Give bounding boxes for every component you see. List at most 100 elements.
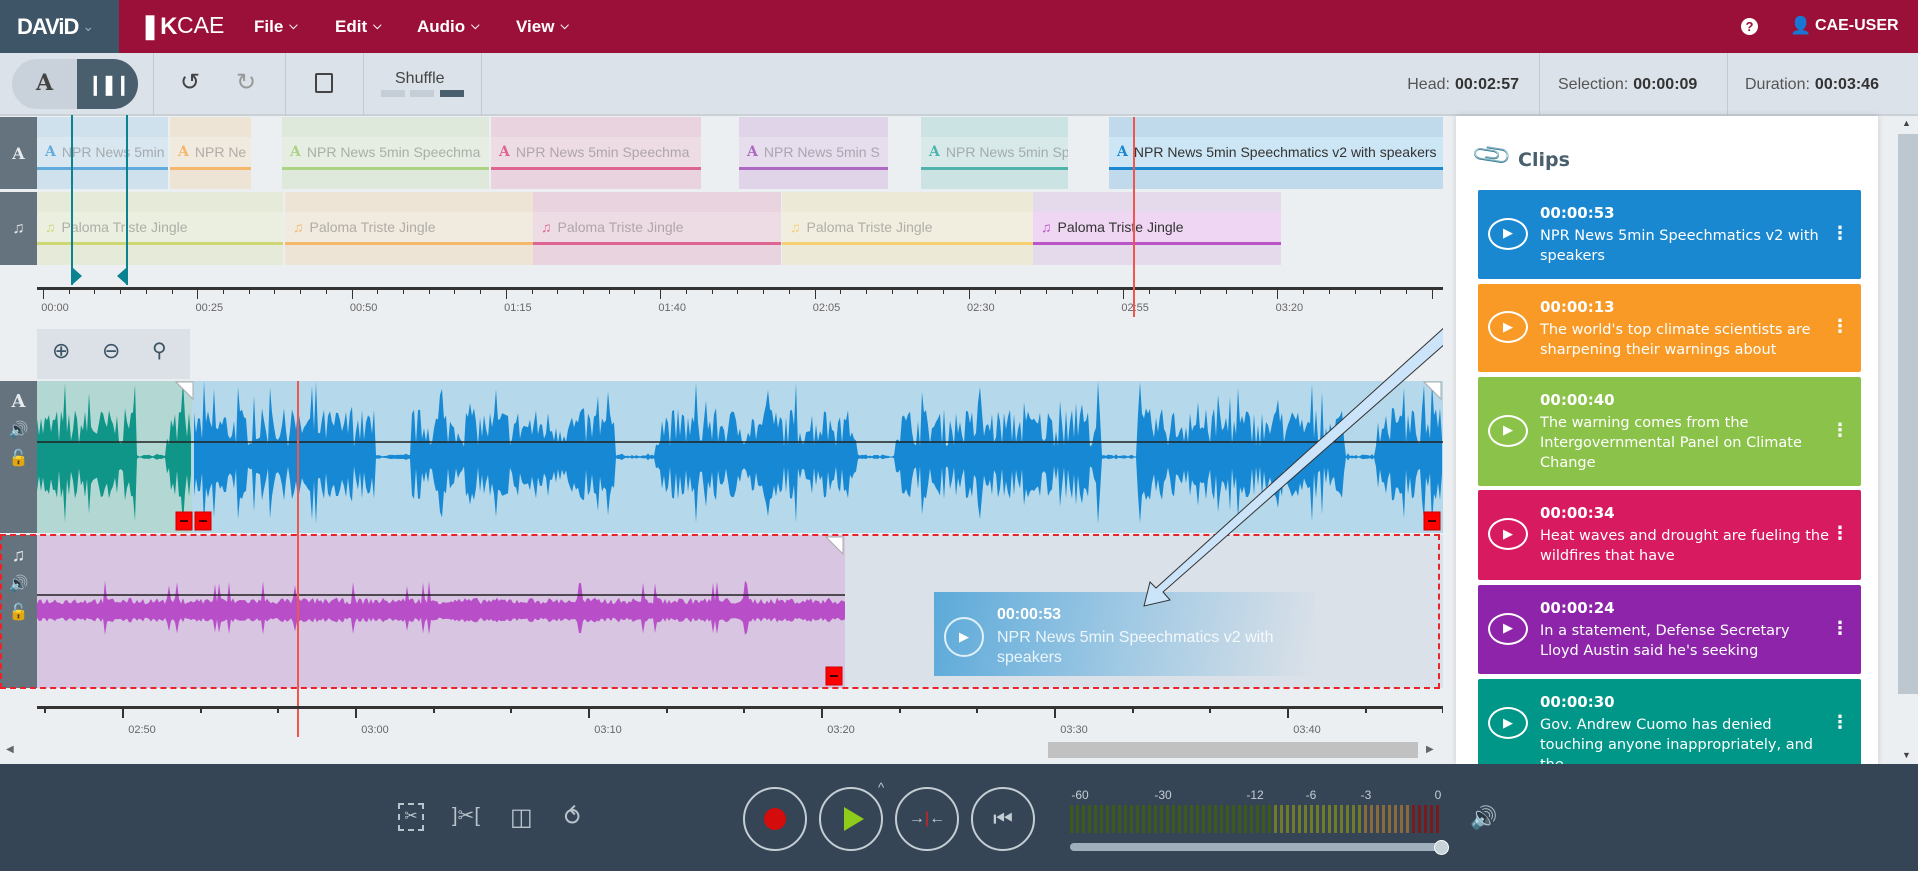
ruler-tick <box>325 289 327 294</box>
menu-file[interactable]: File ⌵ <box>254 0 298 53</box>
crop-selection-icon[interactable]: ✂ <box>398 803 424 831</box>
scroll-down-icon[interactable]: ▼ <box>1902 750 1911 760</box>
ruler-tick <box>1054 708 1056 718</box>
menu-view[interactable]: View ⌵ <box>516 0 569 53</box>
horizontal-scrollbar-thumb[interactable] <box>1048 742 1418 758</box>
overview-clip[interactable]: A NPR Ne <box>170 117 251 189</box>
meter-segment <box>1304 805 1307 833</box>
meter-label: -6 <box>1305 788 1317 802</box>
text-mode-button[interactable]: A <box>36 70 54 96</box>
loop-back-icon[interactable]: ⥀ <box>564 804 581 831</box>
waveform-mode-button[interactable]: ❙❚❙ <box>77 59 138 109</box>
menu-audio[interactable]: Audio ⌵ <box>417 0 480 53</box>
overview-clip[interactable]: A NPR News 5min Speechmatics v2 with spea… <box>1109 117 1443 189</box>
more-options-icon[interactable]: ⋮ <box>1831 222 1849 244</box>
music-note-icon: ♫ <box>11 545 26 565</box>
unlock-icon[interactable]: 🔓 <box>8 450 29 467</box>
play-clip-button[interactable]: ▶ <box>1488 414 1528 447</box>
volume-icon[interactable]: 🔊 <box>8 422 29 439</box>
undo-icon[interactable]: ↺ <box>180 69 201 96</box>
ruler-tick <box>1071 289 1073 294</box>
scroll-left-icon[interactable]: ◀ <box>6 744 14 755</box>
clip-card[interactable]: ▶ 00:00:30 Gov. Andrew Cuomo has denied to… <box>1478 679 1861 769</box>
shuffle-label[interactable]: Shuffle <box>395 70 445 87</box>
shuffle-level-3[interactable] <box>440 90 464 97</box>
play-button[interactable] <box>819 787 883 851</box>
menu-edit[interactable]: Edit ⌵ <box>335 0 381 53</box>
overview-clip[interactable]: A NPR News 5min Speech <box>921 117 1068 189</box>
overview-clip[interactable]: ♫ Paloma Triste Jingle <box>37 192 283 265</box>
selection-start-marker[interactable] <box>71 115 73 285</box>
shuffle-level-2[interactable] <box>410 90 434 97</box>
overview-ruler[interactable]: 00:00 00:25 00:50 01:15 01:40 02:05 02:30 02:55… <box>0 284 1443 314</box>
clip-card[interactable]: ▶ 00:00:24 In a statement, Defense Secreta… <box>1478 585 1861 674</box>
head-readout: Head: 00:02:57 <box>1407 75 1519 93</box>
zoom-out-icon[interactable]: ⊖ <box>102 338 121 363</box>
rewind-to-start-button[interactable]: ⏮ <box>971 787 1035 851</box>
ruler-tick <box>1277 289 1279 299</box>
more-options-icon[interactable]: ⋮ <box>1831 316 1849 337</box>
meter-segment <box>1082 805 1085 833</box>
more-options-icon[interactable]: ⋮ <box>1831 712 1849 733</box>
overview-playhead[interactable] <box>1133 117 1135 317</box>
playhead[interactable] <box>297 381 299 737</box>
shuffle-level-1[interactable] <box>381 90 405 97</box>
zoom-toolbar <box>37 329 190 379</box>
unlock-icon[interactable]: 🔓 <box>8 604 29 621</box>
overview-clip[interactable]: ♫ Paloma Triste Jingle <box>285 192 533 265</box>
help-icon[interactable]: ? <box>1741 18 1758 35</box>
ruler-tick <box>588 708 590 718</box>
meter-segment <box>1226 805 1229 833</box>
ruler-label: 00:00 <box>41 302 69 314</box>
more-options-icon[interactable]: ⋮ <box>1831 523 1849 544</box>
selection-end-marker[interactable] <box>126 115 128 285</box>
play-clip-button[interactable]: ▶ <box>1488 311 1528 343</box>
redo-icon[interactable]: ↻ <box>236 69 257 96</box>
scroll-right-icon[interactable]: ▶ <box>1426 744 1434 755</box>
split-icon[interactable]: ◫ <box>510 804 533 831</box>
ruler-tick <box>403 289 405 294</box>
overview-clip[interactable]: A NPR News 5min Speechma <box>491 117 701 189</box>
more-options-icon[interactable]: ⋮ <box>1831 617 1849 639</box>
overview-clip[interactable]: A NPR News 5min <box>37 117 168 189</box>
play-clip-button[interactable]: ▶ <box>1488 612 1528 645</box>
overview-clip[interactable]: ♫ Paloma Triste Jingle <box>533 192 781 265</box>
volume-slider-knob[interactable] <box>1434 840 1449 855</box>
zoom-fit-icon[interactable]: ⚲ <box>152 340 167 362</box>
snap-to-playhead-button[interactable]: →|← <box>895 787 959 851</box>
play-clip-button[interactable]: ▶ <box>1488 707 1528 739</box>
play-clip-button[interactable]: ▶ <box>1488 217 1528 250</box>
clip-card[interactable]: ▶ 00:00:13 The world's top climate scienti… <box>1478 284 1861 372</box>
overview-clip[interactable]: ♫ Paloma Triste Jingle <box>782 192 1033 265</box>
overview-clip[interactable]: ♫ Paloma Triste Jingle <box>1033 192 1281 265</box>
overview-clip[interactable]: A NPR News 5min S <box>739 117 888 189</box>
user-icon[interactable]: 👤 <box>1790 16 1812 35</box>
fade-handle-icon[interactable] <box>824 536 844 556</box>
volume-icon[interactable]: 🔊 <box>8 576 29 593</box>
selection-start-handle[interactable] <box>73 268 82 284</box>
volume-slider[interactable] <box>1070 843 1442 851</box>
more-options-icon[interactable]: ⋮ <box>1831 419 1849 441</box>
play-options-caret-icon[interactable]: ^ <box>878 780 885 795</box>
overview-music-track[interactable]: ♫ Paloma Triste Jingle ♫ Paloma Triste Jing… <box>37 192 1443 265</box>
ruler-tick <box>583 289 585 294</box>
clip-card[interactable]: ▶ 00:00:34 Heat waves and drought are fuel… <box>1478 490 1861 580</box>
record-button[interactable] <box>743 787 807 851</box>
selection-end-handle[interactable] <box>117 268 126 284</box>
brand-switcher[interactable]: DAViD ⌄ <box>0 0 119 53</box>
fade-handle-icon[interactable] <box>174 381 194 401</box>
play-clip-button[interactable]: ▶ <box>1488 518 1528 550</box>
cut-selection-icon[interactable]: ]✂[ <box>452 805 480 827</box>
detail-ruler[interactable]: 02:50 03:00 03:10 03:20 03:30 03:40 <box>37 704 1445 738</box>
save-icon[interactable] <box>315 73 333 93</box>
clip-card[interactable]: ▶ 00:00:40 The warning comes from the Inte… <box>1478 377 1861 486</box>
zoom-in-icon[interactable]: ⊕ <box>52 338 71 363</box>
user-name[interactable]: CAE-USER <box>1815 17 1899 34</box>
overview-text-track[interactable]: A NPR News 5min A NPR Ne A NPR News 5min Spee… <box>37 117 1443 189</box>
speaker-icon[interactable]: 🔊 <box>1470 805 1498 830</box>
vertical-scrollbar-thumb[interactable] <box>1898 134 1918 694</box>
ruler-tick <box>1148 289 1150 294</box>
scroll-up-icon[interactable]: ▲ <box>1902 118 1911 128</box>
overview-clip[interactable]: A NPR News 5min Speechma <box>282 117 489 189</box>
clip-card[interactable]: ▶ 00:00:53 NPR News 5min Speechmatics v2 w… <box>1478 190 1861 279</box>
